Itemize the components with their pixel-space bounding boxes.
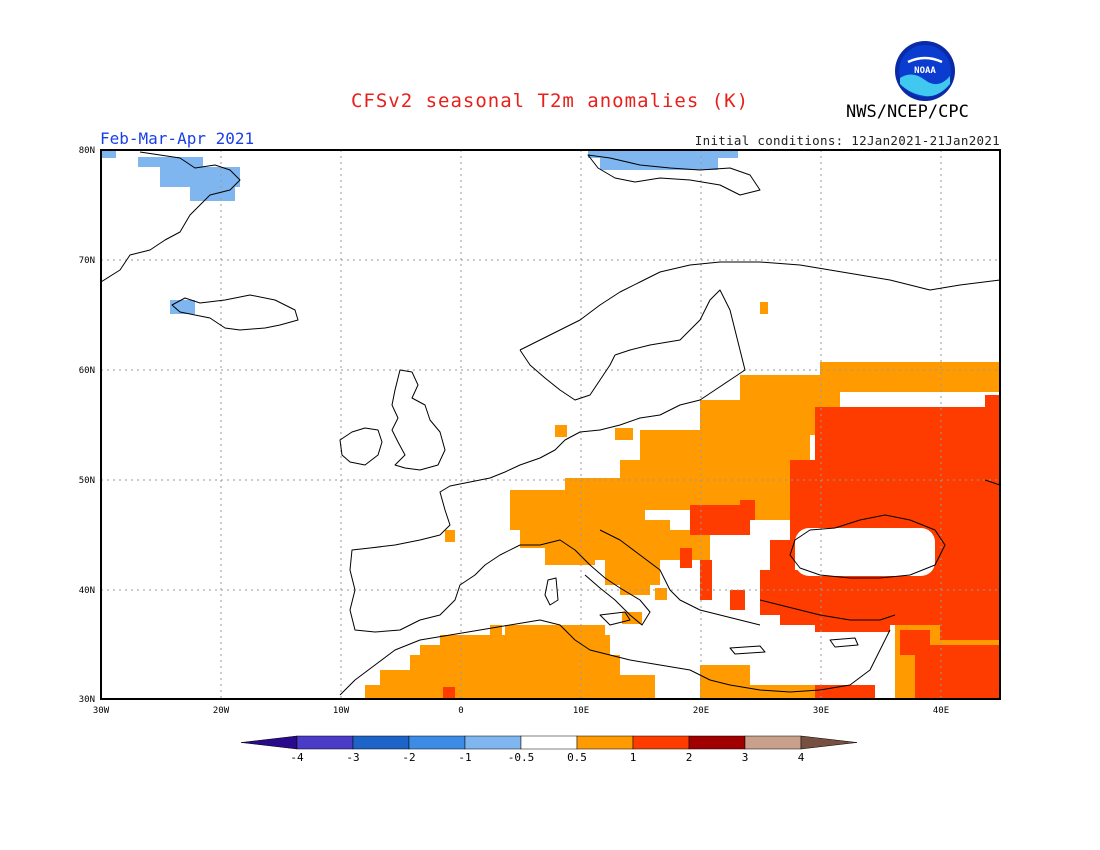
anomaly-warm-2 [443,395,1000,699]
legend-label: -1 [458,751,471,764]
lat-tick: 60N [79,366,95,376]
legend-label: 4 [798,751,805,764]
forecast-period: Feb-Mar-Apr 2021 [100,129,255,148]
coast-sardinia [544,577,559,606]
logo-text: NOAA [914,66,936,76]
anomaly-cold-patches [101,150,738,314]
coast-adriatic [599,529,761,626]
coast-crete [729,645,766,655]
legend-label: 0.5 [567,751,587,764]
lon-tick: 30W [93,706,110,716]
noaa-logo: NOAA [894,40,956,102]
lon-tick-labels: 30W 20W 10W 0 10E 20E 30E 40E [93,706,949,716]
color-legend: -4 -3 -2 -1 -0.5 0.5 1 2 3 4 [240,735,858,764]
lat-tick: 80N [79,146,95,156]
legend-label: -4 [290,751,304,764]
lon-tick: 0 [458,706,463,716]
lat-tick: 70N [79,256,95,266]
legend-label: 3 [742,751,749,764]
legend-swatch [744,735,802,750]
coast-north-africa [339,619,891,696]
lon-tick: 10W [333,706,350,716]
coast-greenland [101,151,241,283]
agency-label: NWS/NCEP/CPC [846,102,969,122]
coast-sicily [599,611,631,626]
anomaly-field [101,150,1000,699]
coast-baltic [599,289,746,431]
coast-cyprus [829,637,859,648]
legend-swatch [408,735,466,750]
lat-tick: 40N [79,586,95,596]
legend-swatch [576,735,634,750]
coast-iberia [349,534,521,633]
initial-conditions: Initial conditions: 12Jan2021-21Jan2021 [694,133,1000,148]
legend-swatch [464,735,522,750]
lon-tick: 20W [213,706,230,716]
coast-ireland [339,427,383,466]
legend-label: 1 [630,751,637,764]
legend-arrow-high [800,735,858,750]
coastlines [101,151,1000,696]
coast-caspian [984,479,1000,486]
lon-tick: 40E [933,706,949,716]
lat-tick: 30N [79,695,95,705]
coast-britain [391,369,446,471]
legend-label: -0.5 [508,751,535,764]
legend-swatch [520,735,578,750]
coast-black-sea [789,514,946,579]
legend-label: -2 [402,751,415,764]
lat-tick: 50N [79,476,95,486]
lon-tick: 30E [813,706,829,716]
coast-scandinavia [519,261,1000,351]
graticule [101,150,1000,699]
coast-norway-south [519,349,616,401]
coast-north-europe [439,429,601,536]
coast-iceland [171,294,299,331]
legend-label: -3 [346,751,359,764]
coast-france-italy [520,539,651,626]
legend-swatch [352,735,410,750]
coast-anatolia [759,599,896,621]
black-sea-blank [795,528,935,576]
legend-swatch [632,735,690,750]
legend-swatch [296,735,354,750]
map-frame [100,149,1001,700]
legend-swatch [688,735,746,750]
legend-label: 2 [686,751,693,764]
map-title: CFSv2 seasonal T2m anomalies (K) [350,90,750,112]
lon-tick: 20E [693,706,709,716]
legend-arrow-low [240,735,298,750]
lon-tick: 10E [573,706,589,716]
lat-tick-labels: 30N 40N 50N 60N 70N 80N [79,146,95,705]
coast-svalbard [587,154,761,196]
